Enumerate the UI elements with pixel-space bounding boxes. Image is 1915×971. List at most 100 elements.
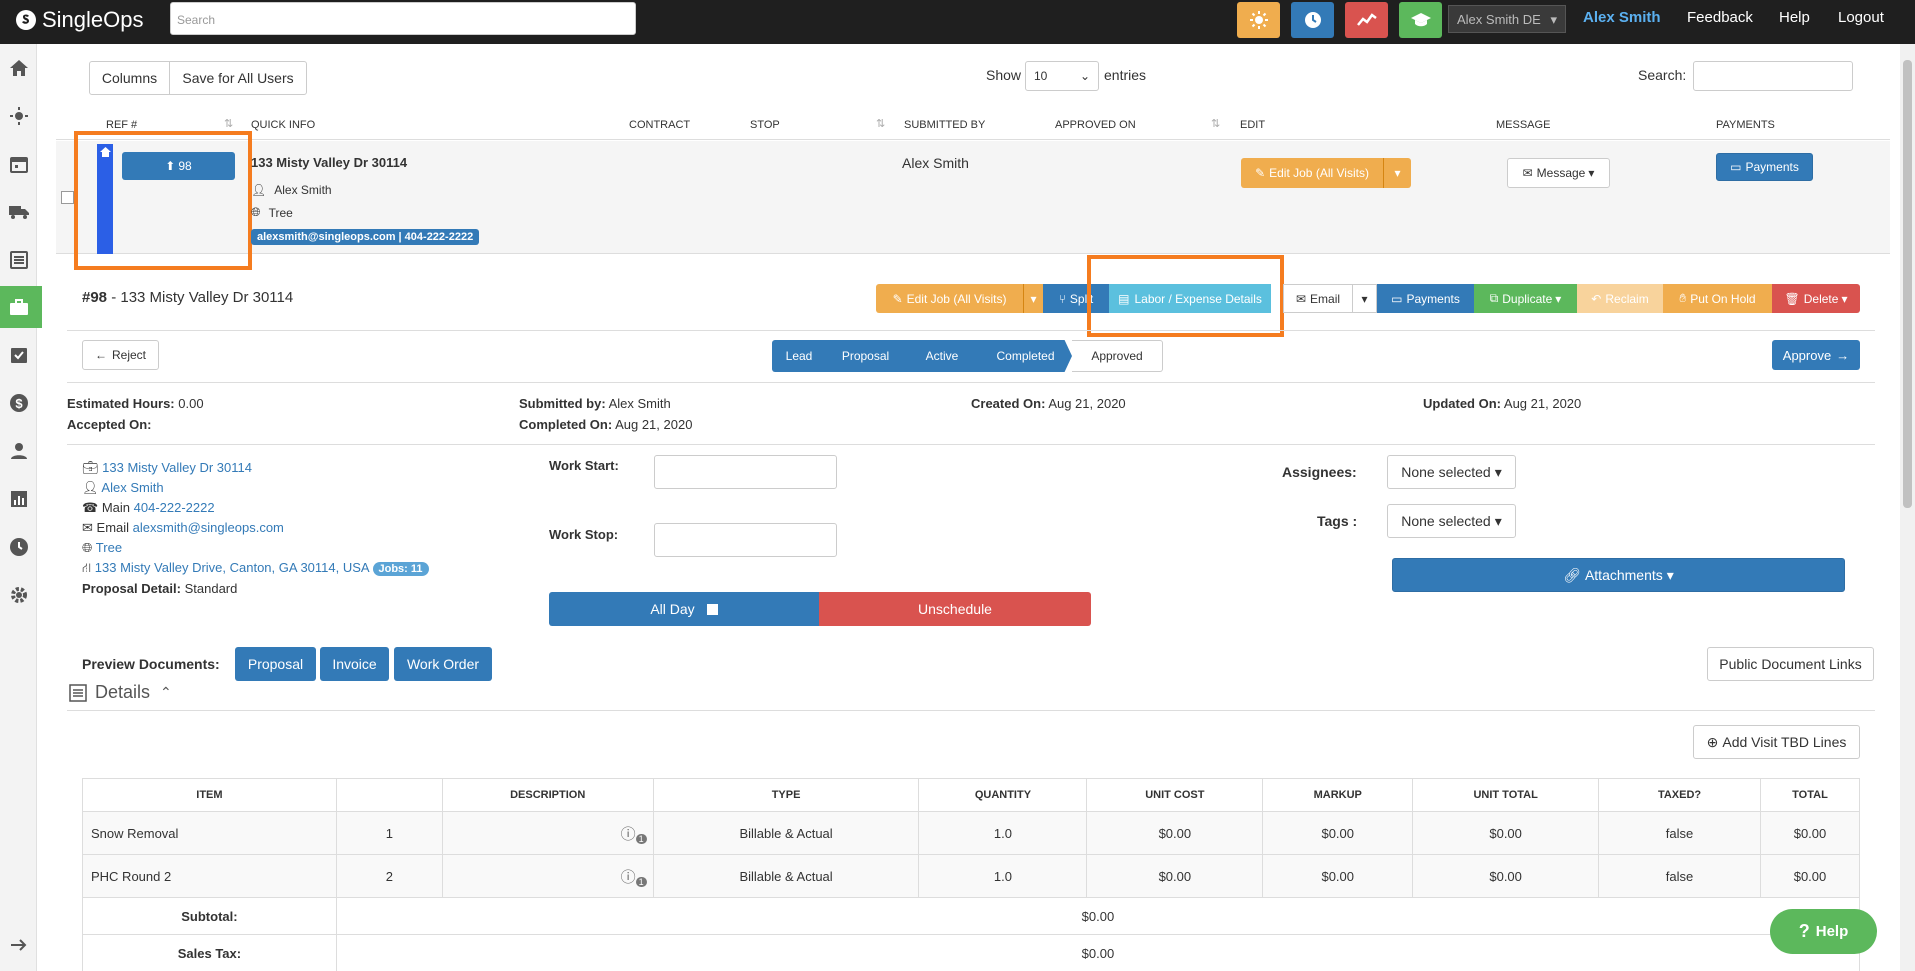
unschedule-button[interactable]: Unschedule	[819, 592, 1091, 626]
tags-select[interactable]: None selected ▾	[1387, 504, 1516, 538]
payments-button[interactable]: ▭ Payments	[1377, 284, 1474, 313]
sort-icon[interactable]: ⇅	[876, 118, 886, 130]
item-number: 2	[335, 854, 443, 898]
add-visit-tbd-button[interactable]: ⊕ Add Visit TBD Lines	[1693, 725, 1860, 759]
split-button[interactable]: ⑂ Split	[1043, 284, 1109, 313]
scrollbar-thumb[interactable]	[1903, 60, 1912, 508]
weather-button[interactable]	[1237, 2, 1280, 38]
edit-job-button[interactable]: ✎ Edit Job (All Visits)	[876, 284, 1023, 313]
col-payments[interactable]: PAYMENTS	[1716, 119, 1775, 131]
approve-label: Approve	[1782, 347, 1832, 363]
row-edit-job-dropdown[interactable]: ▾	[1383, 158, 1411, 188]
table-row[interactable]: PHC Round 2 2 ⓘ 1 Billable & Actual 1.0 $…	[82, 854, 1861, 898]
client-address-link[interactable]: 133 Misty Valley Drive, Canton, GA 30114…	[94, 560, 369, 575]
approve-button[interactable]: Approve →	[1772, 340, 1860, 370]
info-icon[interactable]: ⓘ	[620, 868, 636, 886]
row-message-button[interactable]: ✉ Message ▾	[1507, 158, 1610, 188]
sun-icon[interactable]	[7, 104, 31, 128]
calendar-icon[interactable]	[7, 152, 31, 176]
logout-link[interactable]: Logout	[1838, 9, 1884, 26]
col-message[interactable]: MESSAGE	[1496, 119, 1551, 131]
briefcase-icon[interactable]	[7, 295, 31, 319]
col-stop[interactable]: STOP	[750, 119, 780, 131]
dollar-icon[interactable]: $	[7, 391, 31, 415]
labor-expense-button[interactable]: ▤ Labor / Expense Details	[1109, 284, 1271, 313]
list-icon[interactable]	[7, 248, 31, 272]
stage-proposal[interactable]: Proposal	[826, 340, 905, 372]
info-icon[interactable]: ⓘ	[620, 825, 636, 843]
preview-proposal-button[interactable]: Proposal	[235, 647, 316, 681]
edit-job-dropdown[interactable]: ▾	[1023, 284, 1043, 313]
columns-button[interactable]: Columns	[89, 61, 170, 95]
save-all-users-button[interactable]: Save for All Users	[169, 61, 307, 95]
truck-icon[interactable]	[7, 200, 31, 224]
assignees-select[interactable]: None selected ▾	[1387, 455, 1516, 489]
th-type: TYPE	[652, 778, 920, 812]
job-ref-button[interactable]: ⬆ 98	[122, 152, 235, 180]
col-submitted-by[interactable]: SUBMITTED BY	[904, 119, 986, 131]
sort-icon[interactable]: ⇅	[1211, 118, 1221, 130]
list-icon	[69, 683, 87, 702]
clock-icon[interactable]	[7, 535, 31, 559]
item-unit-cost: $0.00	[1086, 854, 1264, 898]
credit-card-icon: ▭	[1730, 160, 1742, 174]
duplicate-button[interactable]: ⧉ Duplicate ▾	[1474, 284, 1577, 313]
time-clock-button[interactable]	[1291, 2, 1334, 38]
preview-work-order-button[interactable]: Work Order	[394, 647, 492, 681]
table-row[interactable]: Snow Removal 1 ⓘ 1 Billable & Actual 1.0 …	[82, 811, 1861, 855]
client-phone-link[interactable]: 404-222-2222	[133, 500, 215, 515]
user-name-link[interactable]: Alex Smith	[1583, 9, 1661, 26]
email-dropdown[interactable]: ▾	[1352, 284, 1377, 313]
help-link[interactable]: Help	[1779, 9, 1810, 26]
col-ref[interactable]: REF #	[106, 119, 138, 131]
arrow-right-icon[interactable]	[7, 933, 31, 957]
stage-lead[interactable]: Lead	[772, 340, 826, 372]
row-checkbox[interactable]	[61, 191, 74, 204]
work-start-input[interactable]	[654, 455, 837, 489]
col-edit[interactable]: EDIT	[1240, 119, 1266, 131]
chart-line-icon	[1356, 13, 1377, 26]
help-widget-button[interactable]: ? Help	[1770, 909, 1877, 954]
delete-button[interactable]: 🗑︎ Delete ▾	[1772, 284, 1860, 313]
client-site-link[interactable]: 133 Misty Valley Dr 30114	[102, 460, 252, 475]
col-approved-on[interactable]: APPROVED ON	[1055, 119, 1136, 131]
sort-icon[interactable]: ⇅	[224, 118, 234, 130]
stage-completed[interactable]: Completed	[979, 340, 1072, 372]
job-row-address[interactable]: 133 Misty Valley Dr 30114	[251, 155, 408, 170]
gear-icon[interactable]	[7, 583, 31, 607]
entries-select[interactable]: 10 ⌄	[1025, 61, 1099, 91]
app-logo[interactable]: SingleOps	[14, 7, 144, 33]
user-select[interactable]: Alex Smith DE ▾	[1448, 5, 1566, 33]
details-toggle[interactable]: Details ⌃	[69, 682, 172, 703]
public-document-links-button[interactable]: Public Document Links	[1707, 647, 1874, 681]
all-day-toggle[interactable]: All Day	[549, 592, 819, 626]
stage-approved[interactable]: Approved	[1072, 340, 1163, 372]
row-payments-button[interactable]: ▭ Payments	[1716, 153, 1813, 181]
reject-button[interactable]: ← Reject	[82, 340, 159, 370]
client-name-link[interactable]: Alex Smith	[101, 480, 164, 495]
client-email-link[interactable]: alexsmith@singleops.com	[132, 520, 284, 535]
reports-button[interactable]	[1345, 2, 1388, 38]
table-search-input[interactable]	[1693, 61, 1853, 91]
training-button[interactable]	[1399, 2, 1442, 38]
preview-invoice-button[interactable]: Invoice	[320, 647, 389, 681]
subtotal-label: Subtotal:	[82, 897, 337, 935]
feedback-link[interactable]: Feedback	[1687, 9, 1753, 26]
attachments-button[interactable]: 🔗︎ Attachments ▾	[1392, 558, 1845, 592]
jobs-badge[interactable]: Jobs: 11	[372, 562, 429, 576]
reclaim-button[interactable]: ↶ Reclaim	[1577, 284, 1663, 313]
put-on-hold-button[interactable]: ✋︎ Put On Hold	[1663, 284, 1772, 313]
work-stop-input[interactable]	[654, 523, 837, 557]
stage-active[interactable]: Active	[905, 340, 979, 372]
col-quick-info[interactable]: QUICK INFO	[251, 119, 316, 131]
checklist-icon[interactable]	[7, 343, 31, 367]
chart-icon[interactable]	[7, 487, 31, 511]
col-contract[interactable]: CONTRACT	[629, 119, 691, 131]
row-edit-job-button[interactable]: ✎ Edit Job (All Visits)	[1241, 158, 1383, 188]
user-icon[interactable]	[7, 439, 31, 463]
all-day-checkbox[interactable]	[706, 603, 718, 615]
global-search-input[interactable]: Search	[170, 2, 636, 35]
client-service-link[interactable]: Tree	[95, 540, 123, 555]
home-icon[interactable]	[7, 56, 31, 80]
email-button[interactable]: ✉ Email	[1283, 284, 1353, 313]
